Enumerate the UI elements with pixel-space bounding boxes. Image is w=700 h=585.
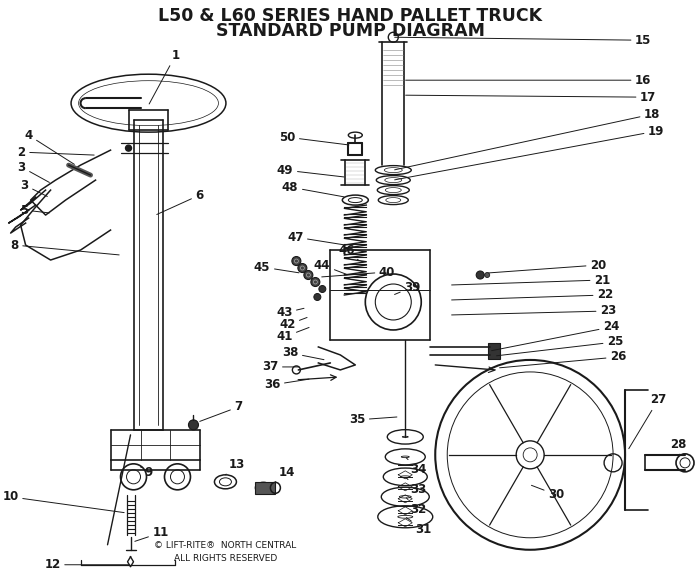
Text: 1: 1 — [149, 49, 180, 104]
Text: 36: 36 — [264, 378, 309, 391]
Circle shape — [318, 285, 326, 292]
Text: 47: 47 — [287, 230, 344, 245]
Text: 3: 3 — [18, 161, 50, 183]
Circle shape — [311, 277, 320, 287]
Text: 49: 49 — [277, 164, 344, 177]
Text: 31: 31 — [407, 518, 431, 536]
Circle shape — [292, 257, 301, 266]
Text: 21: 21 — [452, 274, 610, 287]
Text: 37: 37 — [262, 360, 299, 373]
Text: 14: 14 — [275, 466, 295, 482]
Text: 17: 17 — [406, 91, 657, 104]
Text: 32: 32 — [406, 498, 426, 517]
Text: 20: 20 — [489, 259, 606, 273]
Text: 5: 5 — [20, 204, 49, 216]
Circle shape — [188, 420, 199, 430]
Text: 35: 35 — [349, 414, 397, 426]
Text: 24: 24 — [491, 321, 620, 350]
Text: 39: 39 — [395, 280, 421, 294]
Text: 44: 44 — [314, 259, 347, 274]
Text: 41: 41 — [276, 328, 309, 343]
Text: 13: 13 — [225, 458, 245, 475]
Bar — [256, 482, 275, 494]
Circle shape — [304, 270, 313, 280]
Circle shape — [298, 263, 307, 273]
Text: 9: 9 — [141, 466, 153, 479]
Text: 48: 48 — [282, 181, 344, 197]
Text: 34: 34 — [406, 458, 426, 476]
Circle shape — [484, 273, 490, 277]
Text: 43: 43 — [276, 307, 304, 319]
Circle shape — [314, 294, 321, 301]
Text: 23: 23 — [452, 304, 616, 318]
Text: 3: 3 — [20, 178, 48, 197]
Text: 27: 27 — [629, 393, 666, 449]
Text: 40: 40 — [322, 266, 395, 278]
Text: 12: 12 — [44, 558, 129, 571]
Text: 45: 45 — [254, 260, 299, 274]
Circle shape — [476, 271, 484, 279]
Text: 7: 7 — [199, 400, 243, 421]
Text: 11: 11 — [135, 526, 169, 541]
Text: 46: 46 — [339, 243, 358, 260]
Circle shape — [125, 145, 132, 151]
Text: 28: 28 — [670, 438, 687, 455]
Text: 18: 18 — [395, 108, 660, 170]
Text: 38: 38 — [282, 346, 324, 360]
Text: 33: 33 — [406, 478, 426, 496]
Text: 15: 15 — [395, 34, 652, 47]
Text: 6: 6 — [157, 188, 204, 215]
Text: 50: 50 — [279, 130, 349, 145]
Text: STANDARD PUMP DIAGRAM: STANDARD PUMP DIAGRAM — [216, 22, 485, 40]
Text: © LIFT-RITE®  NORTH CENTRAL
ALL RIGHTS RESERVED: © LIFT-RITE® NORTH CENTRAL ALL RIGHTS RE… — [154, 541, 297, 563]
Text: 8: 8 — [10, 239, 119, 255]
Text: 19: 19 — [395, 125, 664, 180]
Text: 30: 30 — [531, 486, 564, 501]
Text: 42: 42 — [279, 318, 307, 332]
Text: 10: 10 — [2, 490, 124, 512]
Text: 25: 25 — [496, 335, 624, 356]
Text: 2: 2 — [18, 146, 95, 159]
Text: L50 & L60 SERIES HAND PALLET TRUCK: L50 & L60 SERIES HAND PALLET TRUCK — [158, 7, 542, 25]
Text: 26: 26 — [500, 350, 626, 368]
Bar — [488, 343, 500, 359]
Text: 16: 16 — [406, 74, 652, 87]
Text: 4: 4 — [25, 129, 74, 164]
Text: 22: 22 — [452, 288, 613, 301]
